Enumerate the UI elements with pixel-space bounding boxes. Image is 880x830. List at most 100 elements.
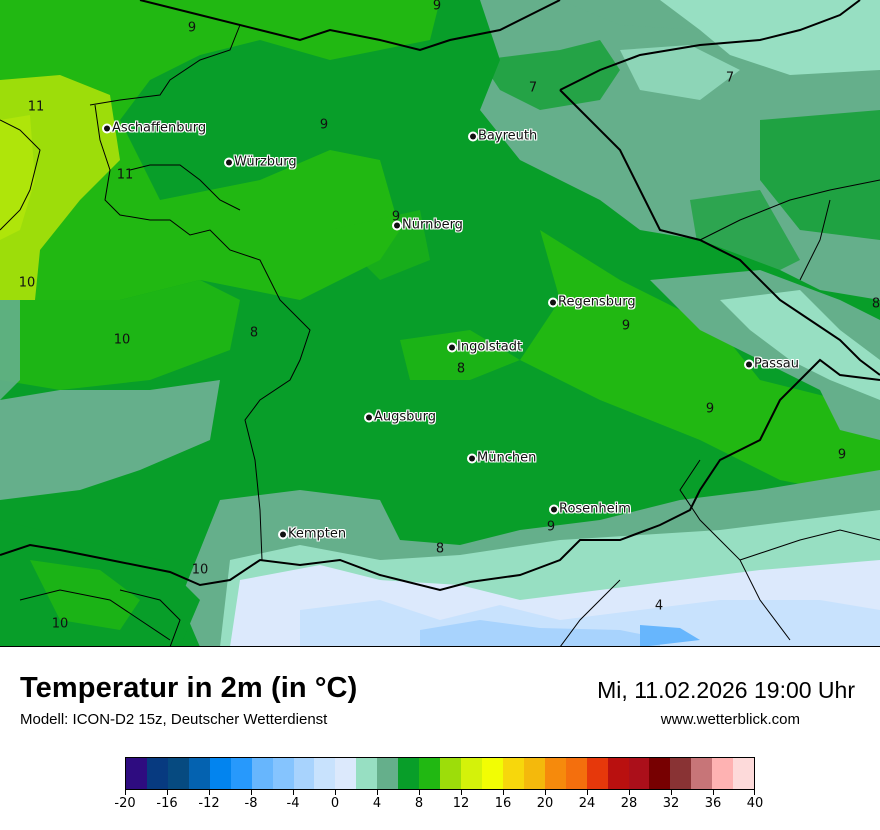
colorbar-tick	[419, 790, 420, 795]
city-marker: Nürnberg	[394, 218, 463, 233]
colorbar-segment	[481, 758, 503, 789]
city-dot-icon	[226, 159, 232, 165]
colorbar-segment	[565, 758, 587, 789]
city-marker: Augsburg	[366, 410, 436, 425]
isoline-label: 9	[705, 401, 715, 417]
city-name: Bayreuth	[478, 128, 538, 144]
colorbar-segment	[314, 758, 336, 789]
colorbar-tick-label: -4	[286, 796, 300, 811]
city-name: Ingolstadt	[457, 339, 523, 355]
colorbar-segment	[188, 758, 210, 789]
colorbar-segment	[167, 758, 189, 789]
colorbar-segment	[356, 758, 378, 789]
colorbar-tick	[377, 790, 378, 795]
colorbar-tick-label: 32	[662, 796, 680, 811]
colorbar-segment	[502, 758, 524, 789]
colorbar-segment	[733, 758, 755, 789]
city-dot-icon	[366, 414, 372, 420]
colorbar-tick	[461, 790, 462, 795]
city-name: Rosenheim	[559, 501, 631, 517]
isoline-label: 9	[319, 117, 329, 133]
colorbar-tick	[754, 790, 755, 795]
isoline-label: 7	[528, 80, 538, 96]
city-marker: Ingolstadt	[449, 340, 522, 355]
colorbar-tick-label: 24	[578, 796, 596, 811]
colorbar-segment	[670, 758, 692, 789]
city-dot-icon	[551, 506, 557, 512]
isoline-label: 9	[187, 20, 197, 36]
isoline-label: 9	[546, 519, 556, 535]
map-title: Temperatur in 2m (in °C)	[20, 672, 358, 704]
isoline-label: 8	[435, 541, 445, 557]
city-dot-icon	[449, 344, 455, 350]
colorbar-tick	[671, 790, 672, 795]
city-name: Aschaffenburg	[112, 120, 207, 136]
colorbar-segment	[209, 758, 231, 789]
colorbar-segment	[649, 758, 671, 789]
city-marker: Bayreuth	[470, 129, 537, 144]
city-marker: Passau	[746, 357, 799, 372]
colorbar-tick-label: -20	[114, 796, 136, 811]
isoline-label: 10	[51, 616, 69, 632]
city-name: Regensburg	[558, 294, 636, 310]
city-name: Kempten	[288, 526, 347, 542]
colorbar-tick-label: 16	[494, 796, 512, 811]
city-marker: Aschaffenburg	[104, 121, 206, 136]
colorbar-tick	[545, 790, 546, 795]
colorbar-segment	[377, 758, 399, 789]
colorbar-tick-label: 12	[452, 796, 470, 811]
website-link[interactable]: www.wetterblick.com	[660, 711, 800, 728]
city-marker: Regensburg	[550, 295, 636, 310]
colorbar-tick-label: 36	[704, 796, 722, 811]
isoline-label: 8	[871, 296, 880, 312]
colorbar-segment	[419, 758, 441, 789]
colorbar-segment	[691, 758, 713, 789]
colorbar-segment	[628, 758, 650, 789]
colorbar-segment	[607, 758, 629, 789]
city-name: Nürnberg	[402, 217, 463, 233]
colorbar-tick-label: -16	[156, 796, 178, 811]
colorbar-segment	[293, 758, 315, 789]
colorbar-tick	[251, 790, 252, 795]
colorbar-segment	[440, 758, 461, 789]
city-dot-icon	[469, 455, 475, 461]
isoline-label: 9	[432, 0, 442, 14]
city-marker: Rosenheim	[551, 502, 631, 517]
temperature-colorbar	[125, 757, 755, 790]
isoline-label: 10	[191, 562, 209, 578]
city-dot-icon	[746, 361, 752, 367]
isoline-label: 8	[249, 325, 259, 341]
isoline-label: 9	[621, 318, 631, 334]
isoline-label: 11	[116, 167, 134, 183]
isoline-label: 10	[113, 332, 131, 348]
temperature-field	[0, 0, 880, 646]
colorbar-segment	[230, 758, 252, 789]
city-dot-icon	[104, 125, 110, 131]
isoline-label: 4	[654, 598, 664, 614]
colorbar-tick-label: 40	[746, 796, 764, 811]
colorbar-ticks: -20 -16 -12 -8 -4 0 4 8 12 16 20 24 28 32 36 40	[114, 790, 763, 820]
colorbar-tick-label: 0	[330, 796, 340, 811]
colorbar-segment	[544, 758, 566, 789]
colorbar-tick-label: -12	[198, 796, 220, 811]
colorbar-tick	[713, 790, 714, 795]
city-dot-icon	[280, 531, 286, 537]
temperature-map[interactable]: 9 9 11 9 11 7 7 9 10 10 8 8 9 8 9 9 9 8 10 10 4 Aschaffenbur…	[0, 0, 880, 647]
city-name: Augsburg	[374, 409, 437, 425]
city-marker: Würzburg	[226, 155, 297, 170]
isoline-label: 9	[391, 209, 401, 225]
colorbar-segment	[146, 758, 168, 789]
colorbar-segment	[272, 758, 294, 789]
colorbar-segment	[712, 758, 734, 789]
colorbar-segment	[398, 758, 420, 789]
colorbar-tick	[335, 790, 336, 795]
colorbar-tick-label: -8	[244, 796, 258, 811]
colorbar-segment	[461, 758, 482, 789]
city-dot-icon	[394, 222, 400, 228]
colorbar-tick	[587, 790, 588, 795]
colorbar-tick	[125, 790, 126, 795]
city-name: München	[477, 450, 537, 466]
colorbar-tick-label: 20	[536, 796, 554, 811]
colorbar-tick-label: 28	[620, 796, 638, 811]
model-info: Modell: ICON-D2 15z, Deutscher Wetterdie…	[20, 711, 328, 728]
